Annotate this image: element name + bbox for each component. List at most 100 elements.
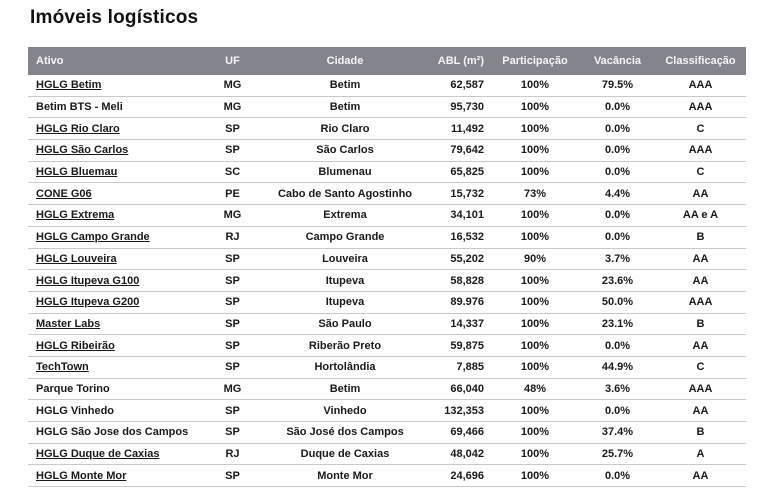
cidade-cell: São José dos Campos xyxy=(265,421,425,444)
table-row: Parque Torino MG Betim 66,040 48% 3.6% AAA xyxy=(28,378,746,401)
classificacao-cell: B xyxy=(655,313,746,336)
participacao-cell: 100% xyxy=(490,356,580,379)
participacao-cell: 100% xyxy=(490,96,580,119)
participacao-cell: 73% xyxy=(490,182,580,206)
cidade-cell: Cabo de Santo Agostinho xyxy=(265,182,425,206)
asset-link[interactable]: HGLG Louveira xyxy=(36,252,117,265)
asset-link[interactable]: HGLG Monte Mor xyxy=(36,469,127,482)
classificacao-cell: AAA xyxy=(655,139,746,162)
cidade-cell: Monte Mor xyxy=(265,464,425,488)
abl-cell: 69,466 xyxy=(425,421,490,444)
cidade-cell: Louveira xyxy=(265,248,425,271)
table-row: Betim BTS - Meli MG Betim 95,730 100% 0.0% AAA xyxy=(28,96,746,119)
table-row: HGLG São Jose dos Campos SP São José dos C… xyxy=(28,421,746,444)
ativo-cell: HGLG São Carlos xyxy=(28,139,200,162)
asset-link[interactable]: HGLG Itupeva G100 xyxy=(36,274,140,287)
vacancia-cell: 50.0% xyxy=(580,291,655,314)
uf-cell: SP xyxy=(200,248,265,271)
ativo-cell: HGLG Extrema xyxy=(28,204,200,227)
classificacao-cell: B xyxy=(655,226,746,249)
asset-link[interactable]: CONE G06 xyxy=(36,187,92,200)
column-header-vacancia: Vacância xyxy=(580,47,655,75)
asset-link[interactable]: TechTown xyxy=(36,361,89,374)
abl-cell: 15,732 xyxy=(425,182,490,206)
vacancia-cell: 0.0% xyxy=(580,96,655,119)
asset-link[interactable]: HGLG Bluemau xyxy=(36,166,118,179)
ativo-cell: HGLG Betim xyxy=(28,75,200,97)
classificacao-cell: C xyxy=(655,117,746,141)
cidade-cell: São Paulo xyxy=(265,313,425,336)
table-row: HGLG Louveira SP Louveira 55,202 90% 3.7% AA xyxy=(28,248,746,271)
ativo-cell: HGLG Bluemau xyxy=(28,161,200,184)
participacao-cell: 100% xyxy=(490,443,580,466)
uf-cell: RJ xyxy=(200,443,265,466)
table-row: HGLG Itupeva G200 SP Itupeva 89.976 100% 50.0… xyxy=(28,291,746,314)
uf-cell: SP xyxy=(200,313,265,336)
column-header-participacao: Participação xyxy=(490,47,580,75)
ativo-cell: Betim BTS - Meli xyxy=(28,96,200,119)
cidade-cell: Betim xyxy=(265,378,425,401)
uf-cell: SP xyxy=(200,117,265,141)
vacancia-cell: 0.0% xyxy=(580,226,655,249)
asset-link[interactable]: HGLG Extrema xyxy=(36,209,115,222)
abl-cell: 24,696 xyxy=(425,464,490,488)
abl-cell: 89.976 xyxy=(425,291,490,314)
vacancia-cell: 79.5% xyxy=(580,75,655,97)
vacancia-cell: 0.0% xyxy=(580,139,655,162)
table-row: HGLG Duque de Caxias RJ Duque de Caxias 48,… xyxy=(28,443,746,466)
uf-cell: SP xyxy=(200,291,265,314)
ativo-cell: HGLG Campo Grande xyxy=(28,226,200,249)
participacao-cell: 48% xyxy=(490,378,580,401)
classificacao-cell: AA xyxy=(655,464,746,488)
classificacao-cell: B xyxy=(655,421,746,444)
participacao-cell: 100% xyxy=(490,421,580,444)
ativo-cell: HGLG São Jose dos Campos xyxy=(28,421,200,444)
uf-cell: SC xyxy=(200,161,265,184)
cidade-cell: Rio Claro xyxy=(265,117,425,141)
asset-link[interactable]: HGLG Rio Claro xyxy=(36,122,120,135)
cidade-cell: Betim xyxy=(265,96,425,119)
table-header-row: Ativo UF Cidade ABL (m²) Participação Vacânci… xyxy=(28,47,746,75)
asset-link[interactable]: HGLG São Carlos xyxy=(36,144,129,157)
asset-name: Parque Torino xyxy=(36,382,110,395)
vacancia-cell: 0.0% xyxy=(580,399,655,422)
uf-cell: MG xyxy=(200,96,265,119)
uf-cell: SP xyxy=(200,334,265,357)
vacancia-cell: 37.4% xyxy=(580,421,655,444)
participacao-cell: 100% xyxy=(490,139,580,162)
asset-link[interactable]: Master Labs xyxy=(36,317,101,330)
cidade-cell: Hortolândia xyxy=(265,356,425,379)
asset-link[interactable]: HGLG Campo Grande xyxy=(36,231,150,244)
abl-cell: 59,875 xyxy=(425,334,490,357)
ativo-cell: HGLG Monte Mor xyxy=(28,464,200,488)
asset-link[interactable]: HGLG Betim xyxy=(36,79,102,92)
vacancia-cell: 4.4% xyxy=(580,182,655,206)
asset-link[interactable]: HGLG Ribeirão xyxy=(36,339,115,352)
uf-cell: SP xyxy=(200,464,265,488)
participacao-cell: 100% xyxy=(490,334,580,357)
table-row: HGLG Bluemau SC Blumenau 65,825 100% 0.0% C xyxy=(28,161,746,184)
classificacao-cell: AAA xyxy=(655,291,746,314)
classificacao-cell: AA xyxy=(655,248,746,271)
abl-cell: 7,885 xyxy=(425,356,490,379)
uf-cell: RJ xyxy=(200,226,265,249)
cidade-cell: Riberão Preto xyxy=(265,334,425,357)
abl-cell: 132,353 xyxy=(425,399,490,422)
abl-cell: 14,337 xyxy=(425,313,490,336)
classificacao-cell: AA xyxy=(655,182,746,206)
asset-link[interactable]: HGLG Duque de Caxias xyxy=(36,448,160,461)
column-header-classificacao: Classificação xyxy=(655,47,746,75)
table-row: TechTown SP Hortolândia 7,885 100% 44.9% C xyxy=(28,356,746,379)
asset-link[interactable]: HGLG Itupeva G200 xyxy=(36,296,140,309)
vacancia-cell: 3.6% xyxy=(580,378,655,401)
vacancia-cell: 0.0% xyxy=(580,204,655,227)
uf-cell: SP xyxy=(200,399,265,422)
classificacao-cell: AAA xyxy=(655,378,746,401)
vacancia-cell: 23.6% xyxy=(580,269,655,292)
cidade-cell: Betim xyxy=(265,75,425,97)
participacao-cell: 100% xyxy=(490,226,580,249)
classificacao-cell: AA e A xyxy=(655,204,746,227)
column-header-uf: UF xyxy=(200,47,265,75)
participacao-cell: 100% xyxy=(490,399,580,422)
